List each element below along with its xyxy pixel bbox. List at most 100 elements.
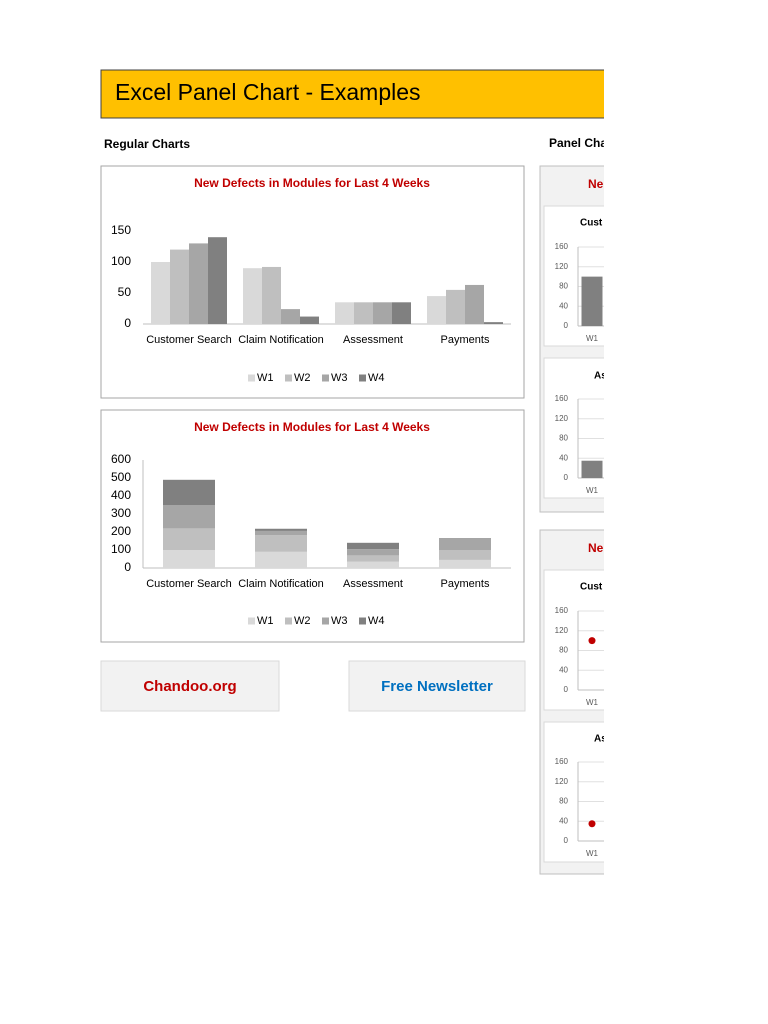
bar <box>300 316 319 324</box>
legend-swatch <box>322 617 329 625</box>
y-tick-label: 80 <box>559 282 568 291</box>
legend-label: W1 <box>257 615 274 627</box>
bar <box>281 309 300 324</box>
y-tick-label: 100 <box>111 542 131 556</box>
bar <box>581 460 603 478</box>
y-tick-label: 120 <box>555 626 569 635</box>
bar <box>170 249 189 324</box>
link-button[interactable]: Free Newsletter <box>348 660 526 712</box>
chart-title: Cust <box>580 582 603 593</box>
legend-label: W3 <box>331 372 348 384</box>
x-tick-label: Customer Search <box>146 578 232 590</box>
section-title: Regular Charts <box>104 137 190 151</box>
legend-swatch <box>248 617 255 625</box>
x-tick-label: Assessment <box>343 334 403 346</box>
y-tick-label: 500 <box>111 470 131 484</box>
y-tick-label: 100 <box>111 254 131 268</box>
button-label[interactable]: Chandoo.org <box>143 678 236 695</box>
bar-segment <box>255 528 307 531</box>
bar-segment <box>163 505 215 529</box>
legend-swatch <box>359 374 366 382</box>
y-tick-label: 150 <box>111 223 131 237</box>
bar <box>208 237 227 324</box>
x-tick-label: Customer Search <box>146 334 232 346</box>
legend-swatch <box>248 374 255 382</box>
y-tick-label: 200 <box>111 524 131 538</box>
header-bar <box>100 69 604 119</box>
y-tick-label: 160 <box>555 242 569 251</box>
y-tick-label: 50 <box>118 285 132 299</box>
y-tick-label: 160 <box>555 757 569 766</box>
header-title: Excel Panel Chart - Examples <box>115 79 421 105</box>
x-tick-label: W1 <box>586 334 599 343</box>
bar-segment <box>255 551 307 568</box>
chart-title: Cust <box>580 218 603 229</box>
bar <box>581 276 603 326</box>
button-label[interactable]: Free Newsletter <box>381 678 493 695</box>
chart-title: As <box>594 734 607 745</box>
button-bg[interactable] <box>100 660 280 712</box>
line-point <box>588 637 596 645</box>
y-tick-label: 600 <box>111 452 131 466</box>
y-tick-label: 120 <box>555 262 569 271</box>
chart-title: New Defects in Modules for Last 4 Weeks <box>194 420 430 434</box>
x-tick-label: Payments <box>441 578 490 590</box>
y-tick-label: 80 <box>559 646 568 655</box>
legend-swatch <box>285 617 292 625</box>
panel <box>543 721 604 863</box>
y-tick-label: 80 <box>559 434 568 443</box>
bar-segment <box>439 538 491 539</box>
y-tick-label: 0 <box>124 560 131 574</box>
bar <box>335 302 354 324</box>
bar <box>446 289 465 324</box>
x-tick-label: Claim Notification <box>238 578 324 590</box>
bar <box>465 284 484 324</box>
x-tick-label: Assessment <box>343 578 403 590</box>
x-tick-label: Claim Notification <box>238 334 324 346</box>
bar <box>354 302 373 324</box>
y-tick-label: 300 <box>111 506 131 520</box>
bar <box>243 268 262 324</box>
bar-segment <box>439 550 491 560</box>
button-bg[interactable] <box>348 660 526 712</box>
x-tick-label: W1 <box>586 698 599 707</box>
section-title: Panel Cha <box>549 136 607 150</box>
bar-segment <box>347 542 399 550</box>
x-tick-label: W1 <box>586 486 599 495</box>
y-tick-label: 120 <box>555 414 569 423</box>
link-button[interactable]: Chandoo.org <box>100 660 280 712</box>
bar-segment <box>255 535 307 552</box>
bar-segment <box>163 479 215 505</box>
y-tick-label: 0 <box>564 321 569 330</box>
panel-group-title: Ne <box>588 177 604 191</box>
panel-area: Ne Ne Cust 0 40 80 120 160 W1 As 0 40 80 120 160 W1 Cu… <box>539 165 607 875</box>
y-tick-label: 0 <box>564 685 569 694</box>
chart-title: As <box>594 371 607 382</box>
bar <box>427 296 446 324</box>
legend-label: W4 <box>368 615 385 627</box>
bar <box>262 266 281 324</box>
legend-label: W2 <box>294 372 311 384</box>
y-tick-label: 0 <box>124 316 131 330</box>
panel-group-title: Ne <box>588 541 604 555</box>
bar-segment <box>163 550 215 568</box>
y-tick-label: 40 <box>559 665 568 674</box>
bar-segment <box>163 528 215 550</box>
bar-segment <box>439 559 491 568</box>
bar-segment <box>439 538 491 550</box>
y-tick-label: 160 <box>555 606 569 615</box>
x-tick-label: W1 <box>586 849 599 858</box>
y-tick-label: 400 <box>111 488 131 502</box>
y-tick-label: 40 <box>559 301 568 310</box>
bar <box>373 302 392 324</box>
bar-segment <box>255 530 307 536</box>
legend-label: W4 <box>368 372 385 384</box>
y-tick-label: 160 <box>555 394 569 403</box>
y-tick-label: 120 <box>555 777 569 786</box>
legend-label: W1 <box>257 372 274 384</box>
legend-swatch <box>285 374 292 382</box>
legend-swatch <box>359 617 366 625</box>
bar <box>484 322 503 324</box>
bar-segment <box>347 555 399 562</box>
